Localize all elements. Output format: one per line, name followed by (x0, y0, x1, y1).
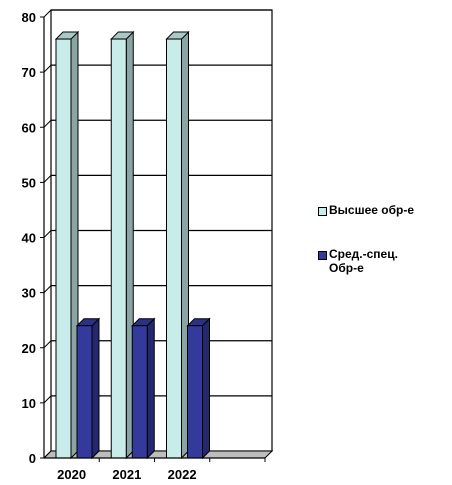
legend-label-secondary-special: Сред.-спец. Обр-е (329, 247, 398, 275)
gridline-side (43, 119, 52, 128)
x-tick-label: 2020 (57, 467, 86, 482)
legend: Высшее обр-е Сред.-спец. Обр-е (318, 203, 448, 275)
y-tick-label: 20 (22, 341, 36, 356)
y-tick-label: 60 (22, 120, 36, 135)
bar-side (146, 317, 155, 460)
legend-swatch-secondary-special (318, 251, 327, 260)
gridline-side (43, 175, 52, 183)
y-tick-label: 0 (29, 451, 36, 466)
gridline-side (43, 340, 52, 349)
bar (131, 325, 148, 459)
bars (54, 30, 211, 460)
bar-side (91, 317, 100, 460)
bar (166, 38, 182, 459)
y-tick-label: 80 (22, 10, 36, 25)
gridline-side (43, 395, 52, 404)
y-tick-label: 10 (22, 396, 36, 411)
bar (76, 325, 93, 459)
bar-side (202, 317, 210, 460)
x-tick-label: 2022 (168, 467, 197, 482)
gridline-side (43, 64, 52, 73)
y-tick-label: 50 (22, 175, 36, 190)
bar (110, 38, 127, 459)
x-tick-label: 2021 (112, 467, 141, 482)
y-tick-label: 30 (22, 286, 36, 301)
gridline-side (43, 230, 52, 238)
bar (55, 38, 72, 459)
y-axis-ticks: 0 10 20 30 40 50 60 70 80 (22, 10, 44, 466)
legend-label-higher-education: Высшее обр-е (329, 203, 415, 217)
bar (187, 325, 203, 459)
legend-item-higher-education: Высшее обр-е (318, 203, 448, 217)
gridline-side (43, 9, 52, 18)
gridline-side (43, 285, 52, 293)
gridline-side (43, 450, 52, 459)
y-tick-label: 40 (22, 231, 36, 246)
legend-swatch-higher-education (318, 207, 327, 216)
x-axis-ticks: 2020 2021 2022 (57, 458, 266, 482)
y-tick-label: 70 (22, 65, 36, 80)
legend-item-secondary-special: Сред.-спец. Обр-е (318, 247, 448, 275)
